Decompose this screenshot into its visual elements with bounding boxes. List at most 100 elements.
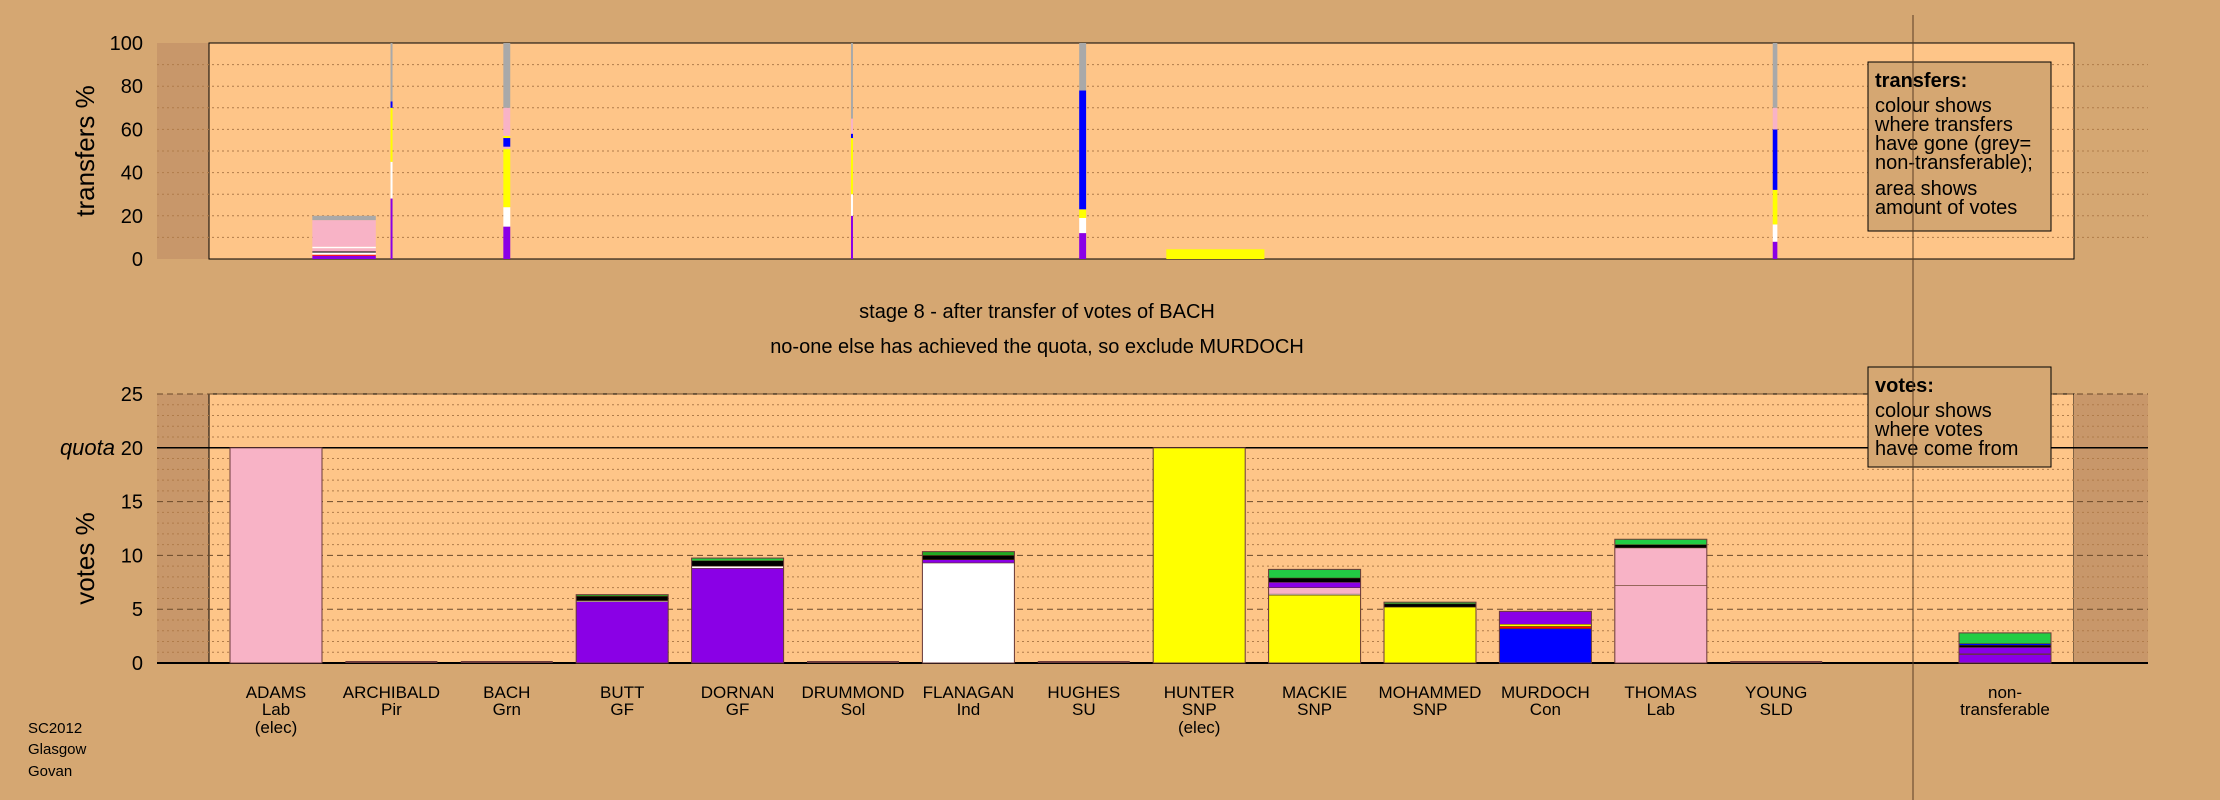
candidate-name: HUGHES	[1047, 683, 1120, 702]
candidate-party: SNP	[1182, 700, 1217, 719]
candidate-name: BACH	[483, 683, 530, 702]
vote-bar-outline	[1268, 568, 1362, 664]
candidate-name: MACKIE	[1282, 683, 1347, 702]
corner-line-3: Govan	[28, 763, 72, 780]
vote-segment	[922, 551, 1015, 556]
transfer-segment	[312, 220, 376, 247]
transfer-segment	[312, 215, 376, 221]
vote-bar-outline	[921, 551, 1015, 664]
vote-segment	[1499, 628, 1592, 664]
votes-legend-text: colour shows	[1875, 400, 1992, 422]
vote-segment	[1614, 539, 1708, 545]
candidate-party: Lab	[1647, 700, 1675, 719]
vote-segment	[1614, 544, 1708, 549]
transfer-segment	[1079, 209, 1087, 218]
transfer-segment	[1772, 224, 1778, 242]
transfer-segment	[390, 101, 393, 108]
candidate-party: Ind	[957, 700, 981, 719]
transfer-segment	[1772, 129, 1778, 190]
votes-legend-box	[1867, 366, 2052, 468]
transfers-tick-label: 0	[132, 249, 143, 271]
candidate-name: DRUMMOND	[802, 683, 905, 702]
vote-segment	[922, 559, 1015, 564]
transfer-segment	[503, 43, 511, 108]
transfers-panel: 0 20 40 60 80 100 transfers % transfers: colour …	[70, 33, 2148, 271]
vote-segment	[1383, 603, 1477, 608]
vote-segment	[1499, 624, 1592, 627]
corner-line-2: Glasgow	[28, 741, 87, 758]
votes-tick-label: 0	[132, 653, 143, 675]
vote-bar-outline	[229, 447, 323, 664]
vote-segment	[1958, 654, 2052, 664]
candidate-party: SNP	[1297, 700, 1332, 719]
candidate-status: (elec)	[255, 718, 298, 737]
votes-legend-text: where votes	[1874, 419, 1983, 441]
candidate-name: MOHAMMED	[1379, 683, 1482, 702]
votes-legend-title: votes:	[1875, 375, 1934, 397]
votes-tick-label: 10	[121, 545, 143, 567]
transfer-segment	[503, 146, 511, 149]
votes-tick-label: 15	[121, 492, 143, 514]
votes-tick-label: 20	[121, 438, 143, 460]
transfer-segment	[503, 148, 511, 208]
candidate-party: Pir	[381, 700, 402, 719]
transfer-segment	[850, 215, 853, 259]
vote-bar-outline	[1152, 447, 1246, 664]
vote-bar-outline	[1958, 632, 2052, 664]
vote-segment	[1958, 647, 2052, 655]
transfer-segment	[1772, 189, 1778, 225]
candidate-party: Con	[1530, 700, 1561, 719]
transfer-segment	[503, 207, 511, 227]
transfers-y-axis-label: transfers %	[70, 85, 100, 217]
votes-right-margin	[2074, 394, 2148, 663]
transfers-tick-label: 60	[121, 119, 143, 141]
votes-left-margin	[157, 394, 209, 663]
transfer-segment	[1772, 241, 1778, 259]
transfer-segment	[1079, 233, 1087, 259]
vote-segment	[1383, 606, 1477, 664]
candidate-name: DORNAN	[701, 683, 775, 702]
transfer-segment	[1079, 217, 1087, 234]
transfers-tick-label: 80	[121, 76, 143, 98]
transfer-segment	[312, 254, 376, 256]
transfer-segment	[850, 43, 853, 119]
transfer-segment	[312, 252, 376, 255]
transfers-tick-label: 40	[121, 163, 143, 185]
candidate-party: Lab	[262, 700, 290, 719]
vote-bar-outline	[575, 594, 669, 664]
candidate-party: SLD	[1760, 700, 1793, 719]
vote-segment	[1268, 577, 1361, 583]
transfers-legend-text: amount of votes	[1875, 197, 2017, 219]
decision-text: no-one else has achieved the quota, so e…	[770, 336, 1304, 358]
transfer-segment	[390, 43, 393, 102]
vote-segment	[1152, 447, 1246, 664]
candidate-name: THOMAS	[1624, 683, 1697, 702]
corner-line-1: SC2012	[28, 720, 82, 737]
vote-bar-outline	[1614, 538, 1708, 664]
vote-segment	[575, 601, 669, 664]
transfers-legend-text: colour shows	[1875, 95, 1992, 117]
vote-segment	[1614, 547, 1708, 586]
nontransferable-label: non-	[1988, 683, 2022, 702]
vote-bar-outline	[1498, 610, 1592, 664]
transfers-legend-text: area shows	[1875, 178, 1977, 200]
transfer-segment	[1772, 107, 1778, 130]
vote-segment	[575, 596, 669, 601]
transfers-legend-text: have gone (grey=	[1875, 133, 2031, 155]
transfers-legend-text: non-transferable);	[1875, 152, 2033, 174]
candidate-name: HUNTER	[1164, 683, 1235, 702]
vote-segment	[1958, 644, 2052, 648]
vote-segment	[1268, 587, 1361, 595]
candidate-name: ADAMS	[246, 683, 306, 702]
transfer-segment	[503, 135, 511, 139]
vote-segment	[1499, 626, 1592, 629]
candidate-status: (elec)	[1178, 718, 1221, 737]
vote-segment	[1268, 569, 1361, 579]
transfer-segment	[850, 118, 853, 134]
candidate-name: BUTT	[600, 683, 644, 702]
candidate-party: Sol	[841, 700, 866, 719]
transfer-segment	[1772, 43, 1778, 108]
transfer-segment	[390, 161, 393, 199]
transfer-segment	[503, 138, 511, 147]
